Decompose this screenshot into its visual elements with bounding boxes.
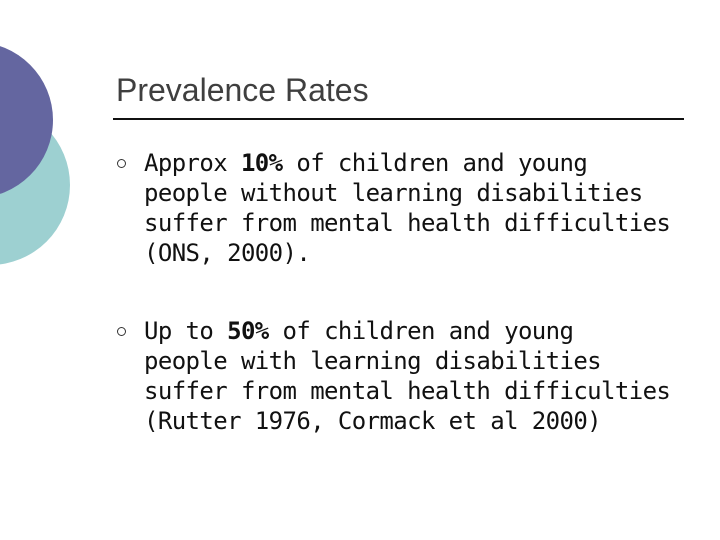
bullet-line: (Rutter 1976, Cormack et al 2000) xyxy=(144,406,704,436)
bullet-line: people without learning disabilities xyxy=(144,178,704,208)
line-text: people with learning disabilities xyxy=(144,347,602,375)
bullet-line: suffer from mental health difficulties xyxy=(144,208,704,238)
line-text: suffer from mental health difficulties xyxy=(144,209,671,237)
hollow-circle-bullet-icon xyxy=(117,327,126,336)
line-text: Up to xyxy=(144,317,228,345)
bullet-text-2: Up to 50% of children and young people w… xyxy=(144,316,704,436)
line-text: suffer from mental health difficulties xyxy=(144,377,671,405)
statistic-highlight: 10% xyxy=(240,149,283,177)
title-underline xyxy=(113,118,684,120)
purple-circle-shape xyxy=(0,46,53,194)
bullet-text-1: Approx 10% of children and young people … xyxy=(144,148,704,268)
line-text: of children and young xyxy=(282,149,588,177)
decorative-circles xyxy=(0,46,70,265)
bullet-line: Up to 50% of children and young xyxy=(144,316,704,346)
line-text: of children and young xyxy=(268,317,574,345)
bullet-line: Approx 10% of children and young xyxy=(144,148,704,178)
line-text: people without learning disabilities xyxy=(144,179,643,207)
line-text: (ONS, 2000). xyxy=(144,239,311,267)
statistic-highlight: 50% xyxy=(227,317,269,345)
slide-title: Prevalence Rates xyxy=(116,72,369,108)
bullet-line: people with learning disabilities xyxy=(144,346,704,376)
hollow-circle-bullet-icon xyxy=(117,159,126,168)
line-text: (Rutter 1976, Cormack et al 2000) xyxy=(144,407,602,435)
bullet-line: (ONS, 2000). xyxy=(144,238,704,268)
line-text: Approx xyxy=(144,149,241,177)
bullet-line: suffer from mental health difficulties xyxy=(144,376,704,406)
